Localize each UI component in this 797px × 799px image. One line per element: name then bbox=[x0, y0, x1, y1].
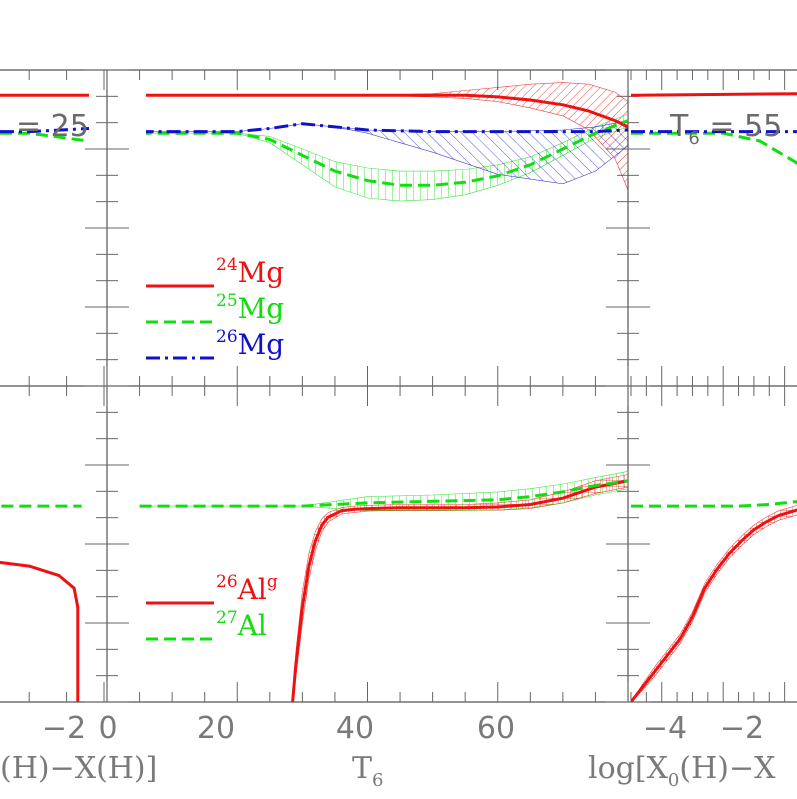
center-top-line-24mg bbox=[146, 93, 628, 129]
center-bottom-band-26alg bbox=[292, 474, 628, 702]
center-bottom-line-27al bbox=[139, 479, 628, 508]
center-top-band-26mg bbox=[146, 120, 628, 185]
left-top-line-25mg bbox=[0, 131, 90, 143]
center-top-band-24mg bbox=[146, 82, 628, 191]
center-top-line-26mg bbox=[146, 122, 628, 134]
left-panel-temperature-label: = 25 bbox=[16, 109, 89, 144]
x-tick-label: −2 bbox=[42, 711, 86, 746]
legend-label-26mg: 26Mg bbox=[216, 327, 284, 361]
left-x-axis-label: (H)−X(H)] bbox=[0, 751, 157, 786]
legend-label-26alg: 26Alg bbox=[216, 572, 278, 606]
x-tick-label: 20 bbox=[197, 711, 235, 746]
right-bottom-line-27al bbox=[631, 500, 797, 508]
right-top-line-24mg bbox=[631, 92, 797, 97]
center-bottom-line-26alg bbox=[291, 479, 628, 702]
right-x-axis-label: log[X0(H)−X bbox=[588, 751, 776, 791]
x-tick-label: −4 bbox=[643, 711, 687, 746]
center-x-axis-label: T6 bbox=[352, 751, 383, 791]
x-tick-label: 40 bbox=[336, 711, 374, 746]
x-tick-label: 60 bbox=[477, 711, 515, 746]
legend-label-27al: 27Al bbox=[216, 608, 267, 642]
center-top-band-25mg bbox=[146, 113, 628, 202]
x-tick-label: −2 bbox=[720, 711, 764, 746]
right-bottom-band-26alg bbox=[631, 505, 797, 702]
x-tick-label: 0 bbox=[98, 711, 117, 746]
series-lines bbox=[0, 92, 797, 702]
right-top-line-25mg bbox=[631, 131, 797, 165]
legend-label-25mg: 25Mg bbox=[216, 291, 284, 325]
right-panel-temperature-label: T6 = 55 bbox=[669, 109, 782, 149]
left-top-line-26mg bbox=[0, 127, 90, 134]
left-bottom-line-26alg bbox=[0, 560, 80, 702]
uncertainty-bands bbox=[139, 82, 797, 702]
center-top-line-25mg bbox=[146, 119, 628, 187]
right-bottom-line-26alg bbox=[631, 508, 797, 702]
legend-label-24mg: 24Mg bbox=[216, 255, 284, 289]
